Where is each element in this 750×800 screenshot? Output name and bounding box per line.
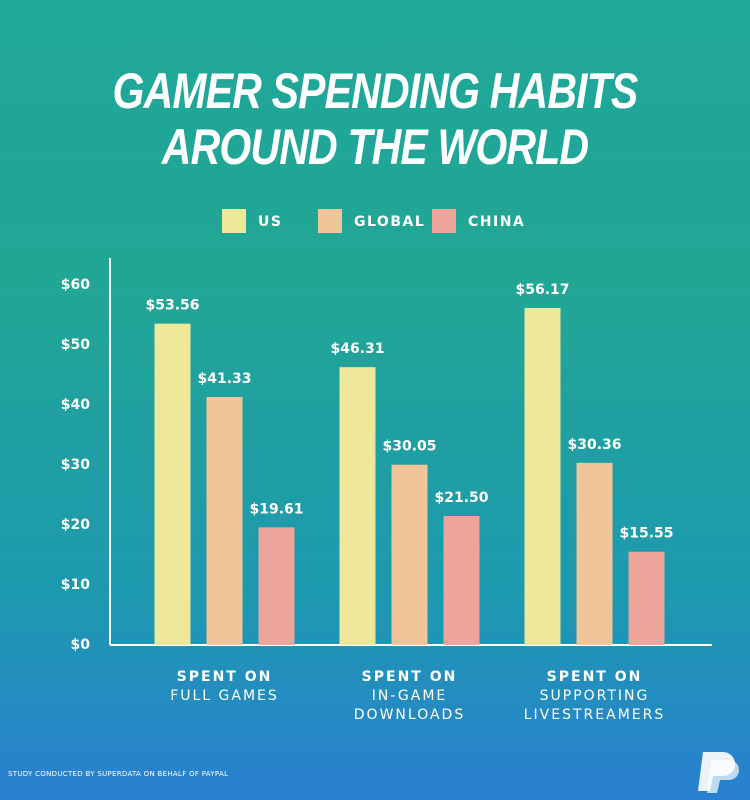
bar xyxy=(154,323,191,645)
legend-label: GLOBAL xyxy=(354,214,425,230)
bar xyxy=(443,516,480,645)
value-label: $46.31 xyxy=(330,341,384,357)
legend-swatch xyxy=(318,209,342,233)
y-tick-label: $50 xyxy=(61,337,90,353)
legend-label: US xyxy=(258,214,282,230)
bar xyxy=(258,527,295,645)
legend-label: CHINA xyxy=(468,214,525,230)
x-tick-prefix: SPENT ON xyxy=(361,669,458,685)
bar xyxy=(576,462,613,645)
bar xyxy=(206,397,243,645)
value-label: $56.17 xyxy=(515,282,569,298)
value-label: $19.61 xyxy=(249,501,303,517)
x-tick-label: SPENT ON IN-GAME DOWNLOADS xyxy=(335,668,485,725)
value-label: $21.50 xyxy=(434,490,488,506)
bar xyxy=(524,307,561,645)
y-tick-label: $30 xyxy=(61,457,90,473)
bar xyxy=(628,551,665,645)
title-line: GAMER SPENDING HABITS xyxy=(112,63,639,119)
footnote: STUDY CONDUCTED BY SUPERDATA ON BEHALF O… xyxy=(8,770,229,778)
value-label: $15.55 xyxy=(619,526,673,542)
value-label: $30.05 xyxy=(382,439,436,455)
y-tick-label: $60 xyxy=(61,277,90,293)
value-label: $30.36 xyxy=(567,437,621,453)
legend-swatch xyxy=(222,209,246,233)
y-tick-label: $0 xyxy=(71,637,91,653)
x-tick-prefix: SPENT ON xyxy=(546,669,643,685)
y-tick-label: $40 xyxy=(61,397,90,413)
y-tick-label: $20 xyxy=(61,517,90,533)
bar xyxy=(391,464,428,645)
paypal-logo xyxy=(698,752,739,793)
x-tick-text: SUPPORTING LIVESTREAMERS xyxy=(523,688,666,723)
x-tick-label: SPENT ON SUPPORTING LIVESTREAMERS xyxy=(520,668,670,725)
x-tick-label: SPENT ON FULL GAMES xyxy=(150,668,300,706)
legend-swatch xyxy=(432,209,456,233)
bar xyxy=(339,367,376,645)
y-tick-label: $10 xyxy=(61,577,90,593)
x-tick-text: IN-GAME DOWNLOADS xyxy=(353,688,466,723)
value-label: $41.33 xyxy=(197,371,251,387)
value-label: $53.56 xyxy=(145,298,199,314)
x-tick-prefix: SPENT ON xyxy=(176,669,273,685)
x-tick-text: FULL GAMES xyxy=(170,688,279,704)
title-line: AROUND THE WORLD xyxy=(161,119,589,175)
